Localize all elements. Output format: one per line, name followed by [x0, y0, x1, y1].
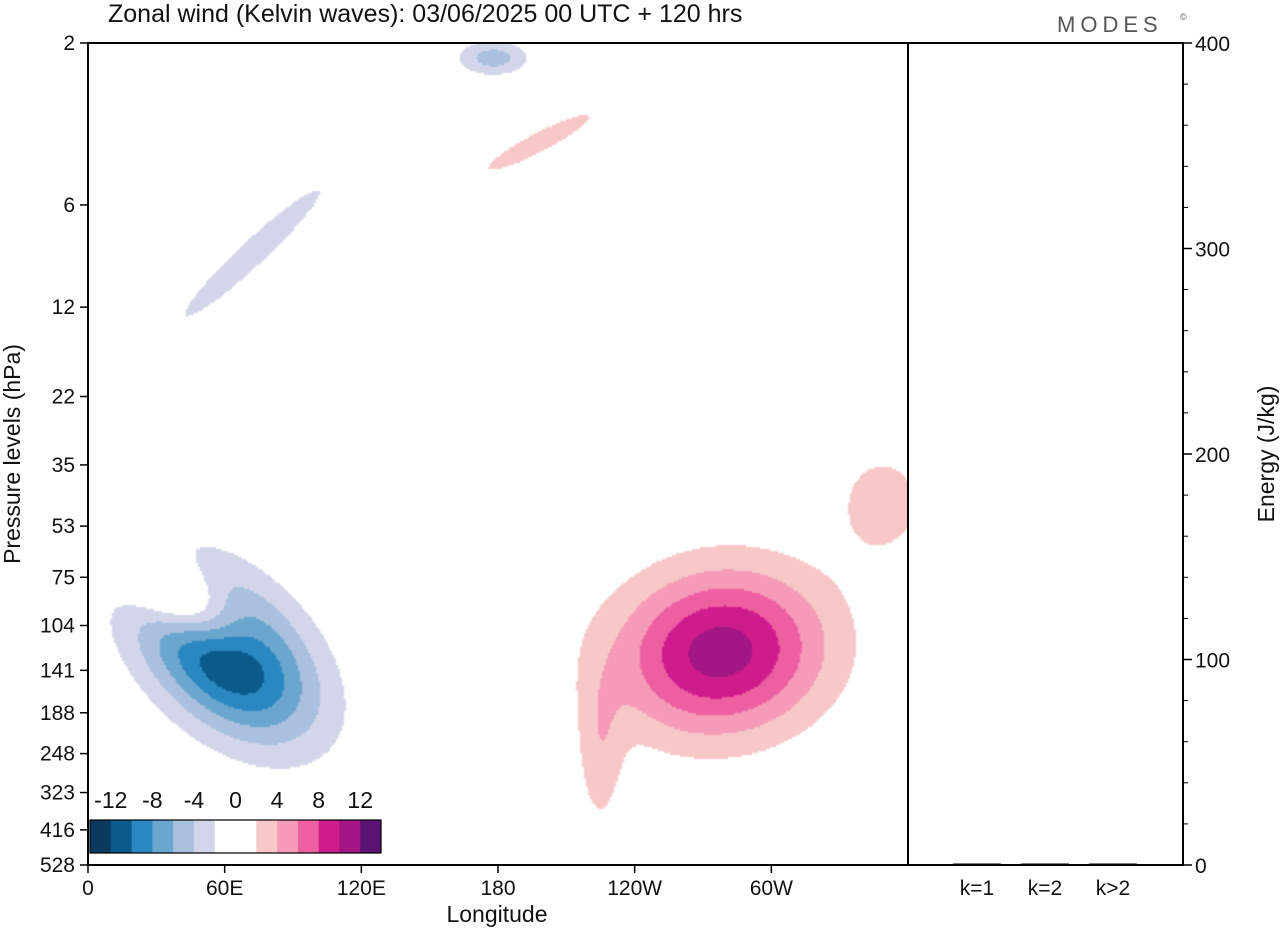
y-tick-label: 528 — [40, 854, 75, 877]
colorbar-frame — [89, 819, 382, 854]
energy-category-label: k>2 — [1096, 877, 1130, 900]
colorbar-cell — [277, 820, 299, 853]
y-tick-label: 12 — [52, 296, 75, 319]
y-tick-label: 2 — [63, 32, 75, 55]
energy-tick-label: 200 — [1195, 444, 1230, 467]
y-axis-label: Pressure levels (hPa) — [0, 344, 25, 564]
x-tick-label: 60E — [206, 877, 243, 900]
modes-logo: MODES — [1057, 12, 1163, 37]
y-tick-label: 248 — [40, 743, 75, 766]
colorbar-cell — [110, 820, 133, 853]
y-tick-label: 53 — [52, 515, 75, 538]
energy-axis-label: Energy (J/kg) — [1253, 386, 1279, 523]
colorbar-cell — [360, 820, 382, 853]
energy-bar — [1089, 863, 1137, 865]
y-tick-label: 104 — [40, 614, 75, 637]
y-axis: 2 6 12 22 35 53 75 104 141 188 248 323 416 528 — [40, 32, 88, 877]
y-tick-label: 188 — [40, 702, 75, 725]
energy-y-axis: 0 100 200 300 400 — [1183, 33, 1230, 878]
energy-tick-label: 100 — [1195, 650, 1230, 673]
energy-tick-label: 300 — [1195, 239, 1230, 262]
colorbar-cell — [173, 820, 195, 853]
colorbar-label: -12 — [94, 787, 127, 813]
energy-tick-label: 0 — [1195, 855, 1207, 878]
energy-frame — [907, 42, 1184, 866]
colorbar-label: 8 — [312, 787, 325, 813]
y-tick-label: 6 — [63, 194, 75, 217]
energy-panel: 0 100 200 300 400 k=1 k=2 k>2 Energy (J/kg) — [907, 33, 1279, 900]
y-tick-label: 75 — [52, 566, 75, 589]
colorbar-cell — [152, 820, 174, 853]
energy-x-axis: k=1 k=2 k>2 — [960, 877, 1130, 900]
x-axis-label: Longitude — [446, 901, 547, 927]
colorbar-cell — [193, 820, 216, 853]
heatmap-panel: 0 60E 120E 180 120W 60W 2 6 12 22 35 53 75 104 141 188… — [0, 32, 909, 927]
chart-title: Zonal wind (Kelvin waves): 03/06/2025 00… — [108, 0, 742, 28]
zonal-wind-heatmap — [88, 43, 908, 865]
y-tick-label: 141 — [40, 659, 75, 682]
colorbar-cell — [214, 820, 236, 853]
x-tick-label: 60W — [750, 877, 793, 900]
energy-category-label: k=2 — [1028, 877, 1062, 900]
energy-bar — [953, 863, 1001, 865]
colorbar-cell — [131, 820, 153, 853]
colorbar-label: 0 — [229, 787, 242, 813]
y-tick-label: 35 — [52, 454, 75, 477]
energy-category-label: k=1 — [960, 877, 994, 900]
colorbar-cell — [297, 820, 320, 853]
y-tick-label: 416 — [40, 819, 75, 842]
colorbar-label: -4 — [184, 787, 205, 813]
x-axis: 0 60E 120E 180 120W 60W — [82, 865, 793, 900]
x-tick-label: 180 — [480, 877, 515, 900]
y-tick-label: 22 — [52, 385, 75, 408]
colorbar-label: 12 — [347, 787, 373, 813]
colorbar-cell — [256, 820, 278, 853]
colorbar-cell — [235, 820, 257, 853]
x-tick-label: 120W — [607, 877, 662, 900]
colorbar-label: -8 — [142, 787, 162, 813]
y-tick-label: 323 — [40, 782, 75, 805]
colorbar-cell — [339, 820, 361, 853]
energy-bar — [1021, 863, 1069, 865]
logo-copyright-mark: © — [1180, 12, 1187, 22]
x-tick-label: 120E — [337, 877, 386, 900]
colorbar-cell — [318, 820, 340, 853]
colorbar-label: 4 — [271, 787, 284, 813]
colorbar: -12 -8 -4 0 4 8 12 — [89, 787, 382, 854]
energy-tick-label: 400 — [1195, 33, 1230, 56]
x-tick-label: 0 — [82, 877, 94, 900]
colorbar-cell — [90, 820, 112, 853]
